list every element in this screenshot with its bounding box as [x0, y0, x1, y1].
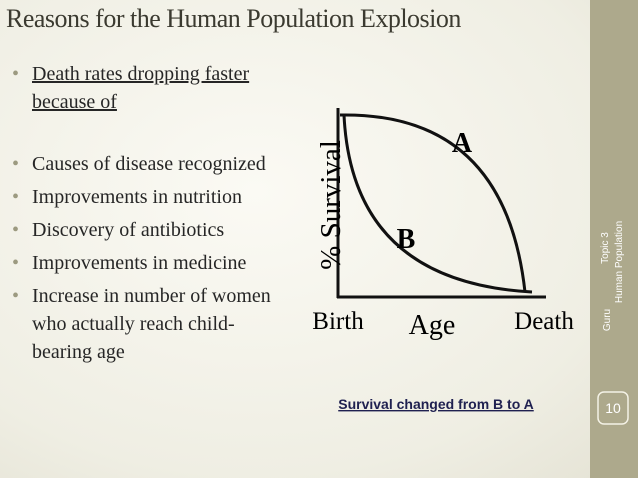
- page-box: [597, 391, 629, 425]
- sidebar-subtitle: Human Population: [614, 221, 625, 303]
- bullet-text: Discovery of antibiotics: [32, 219, 225, 241]
- bullet: Death rates dropping faster because of: [12, 60, 282, 116]
- bullet-text: Improvements in medicine: [32, 252, 247, 274]
- sidebar-topic: Topic 3: [600, 232, 611, 264]
- bullet: Improvements in nutrition: [12, 183, 282, 211]
- x-label: Age: [409, 310, 456, 341]
- bullet: Improvements in medicine: [12, 249, 282, 277]
- bullet: Increase in number of women who actually…: [12, 282, 282, 366]
- x-label: Death: [514, 308, 574, 335]
- caption: Survival changed from B to A: [338, 396, 534, 412]
- bullet-text: Improvements in nutrition: [32, 186, 242, 208]
- bullet: Causes of disease recognized: [12, 150, 282, 178]
- bullet-text: Increase in number of women who actually…: [32, 285, 271, 363]
- sidebar-author: Guru: [602, 309, 613, 331]
- curve-a: [339, 113, 527, 293]
- bullet-text: Death rates dropping faster because of: [32, 63, 250, 113]
- bullet-text: Causes of disease recognized: [32, 153, 266, 175]
- curve-label: A: [452, 128, 473, 159]
- curve-label: B: [397, 224, 416, 255]
- y-axis-label: % Survival: [315, 140, 347, 270]
- slide-title: Reasons for the Human Population Explosi…: [6, 4, 461, 33]
- bullet: Discovery of antibiotics: [12, 216, 282, 244]
- page-number: 10: [605, 400, 621, 416]
- x-label: Birth: [312, 308, 364, 335]
- curve-b: [342, 114, 533, 294]
- bullet-list: Death rates dropping faster because of Ca…: [12, 60, 282, 371]
